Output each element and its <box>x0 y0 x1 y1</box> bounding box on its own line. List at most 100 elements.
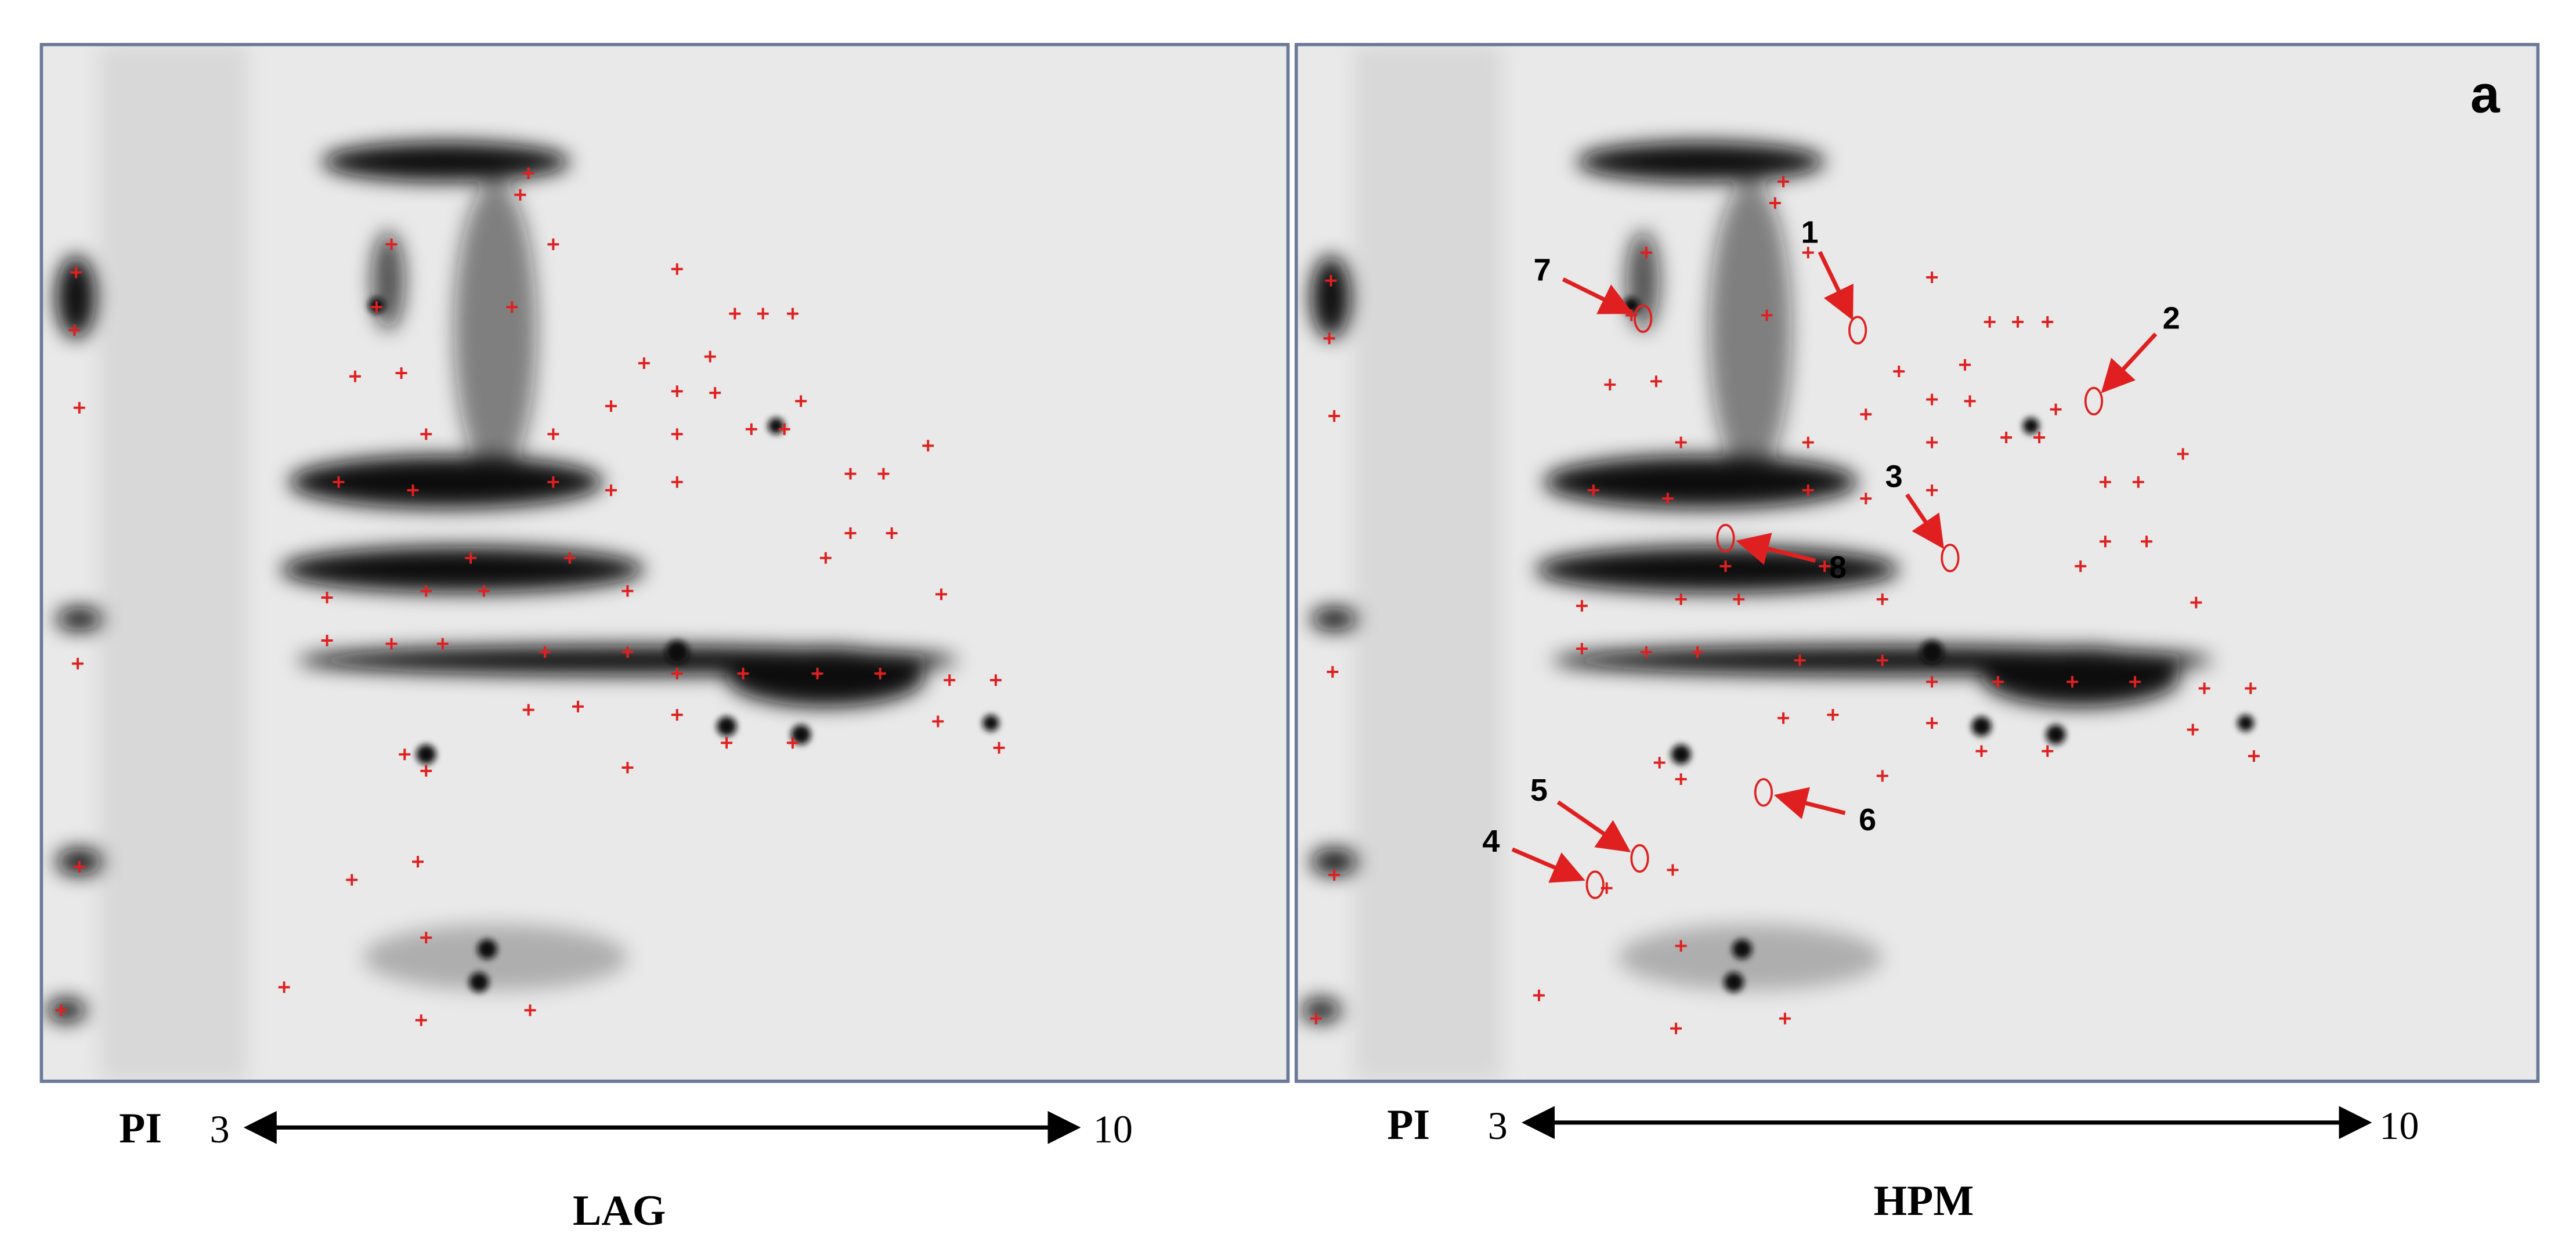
spot-marker <box>2000 432 2013 443</box>
spot-marker <box>2066 676 2078 688</box>
spot-marker <box>1675 940 1687 952</box>
spot-marker <box>506 301 518 313</box>
spot-marker <box>671 428 683 440</box>
spot-circle <box>1716 523 1735 553</box>
spot-marker <box>1992 676 2004 688</box>
spot-marker <box>333 476 345 488</box>
gel-image <box>41 45 1288 1081</box>
spot-marker <box>786 737 799 749</box>
spot-marker <box>935 588 947 601</box>
spot-marker <box>1733 593 1745 605</box>
spot-marker <box>704 350 716 363</box>
annotation-label: 2 <box>2163 301 2180 335</box>
axis-start: 3 <box>1488 1104 1508 1148</box>
spot-marker <box>436 638 449 650</box>
figure-label: a <box>2470 65 2501 124</box>
spot-marker <box>1964 395 1976 407</box>
spot-marker <box>420 585 432 597</box>
spot-marker <box>786 308 799 320</box>
spot-marker <box>729 308 741 320</box>
spot-marker <box>2033 432 2046 443</box>
spot-marker <box>1975 745 1988 757</box>
spot-marker <box>605 484 617 496</box>
spot-marker <box>2132 476 2144 488</box>
axis-end: 10 <box>1093 1107 1133 1151</box>
spot-marker <box>1675 593 1687 605</box>
spot-marker <box>1779 1012 1791 1025</box>
spot-circle <box>1585 870 1605 899</box>
spot-marker <box>1926 393 1938 406</box>
spot-marker <box>1802 247 1814 259</box>
spot-circle <box>1848 316 1867 345</box>
spot-marker <box>2129 676 2141 688</box>
spot-marker <box>68 324 81 337</box>
spot-marker <box>605 400 617 412</box>
spot-marker <box>73 860 85 873</box>
spot-marker <box>1533 989 1545 1001</box>
spot-marker <box>844 527 857 539</box>
spot-marker <box>709 387 721 399</box>
spot-marker <box>1650 375 1662 388</box>
spot-marker <box>1959 359 1971 371</box>
spot-marker <box>778 423 790 435</box>
spot-marker <box>2099 476 2111 488</box>
annotation-label: 7 <box>1534 253 1551 288</box>
spot-marker <box>465 552 477 564</box>
spot-marker <box>745 423 757 435</box>
spot-marker <box>1576 600 1588 612</box>
spot-marker <box>399 748 411 761</box>
spot-marker <box>757 308 769 320</box>
annotation-label: 4 <box>1482 824 1500 859</box>
spot-marker <box>944 674 956 686</box>
spot-marker <box>1667 864 1679 876</box>
spot-marker <box>1328 410 1341 422</box>
spot-marker <box>547 476 559 488</box>
spot-marker <box>55 1004 67 1017</box>
spot-marker <box>1640 646 1652 658</box>
callout-arrow <box>1905 493 1945 549</box>
axis-label: PI <box>1387 1101 1430 1149</box>
callout-arrow <box>1818 251 1854 321</box>
callout-arrow <box>1736 533 1816 565</box>
spot-circle <box>1941 544 1960 573</box>
spot-marker <box>1576 643 1588 655</box>
spot-marker <box>1661 493 1674 505</box>
axis-end: 10 <box>2379 1104 2419 1148</box>
spot-marker <box>547 238 559 251</box>
spot-marker <box>1777 176 1790 187</box>
spot-marker <box>1819 560 1831 572</box>
annotation-label: 6 <box>1859 802 1876 837</box>
annotation-label: 5 <box>1530 773 1548 808</box>
spot-marker <box>874 667 886 679</box>
spot-markers <box>55 167 2260 1034</box>
spot-marker <box>737 667 749 679</box>
spot-marker <box>1860 493 1872 505</box>
spot-marker <box>1692 646 1704 658</box>
panel-frame <box>1294 42 2540 1083</box>
spot-marker <box>1893 366 1905 378</box>
spot-circle <box>1754 778 1773 807</box>
spot-marker <box>278 981 290 993</box>
spot-marker <box>478 585 490 597</box>
spot-marker <box>1587 484 1599 496</box>
panel-name: HPM <box>1874 1177 1974 1225</box>
spot-marker <box>1325 274 1337 287</box>
spot-marker <box>1926 717 1938 729</box>
spot-marker <box>1323 332 1335 345</box>
spot-marker <box>321 634 333 646</box>
spot-marker <box>522 167 534 179</box>
spot-marker <box>524 1004 536 1017</box>
spot-marker <box>1926 676 1938 688</box>
callout-arrow <box>1773 787 1846 819</box>
spot-marker <box>638 357 650 369</box>
spot-marker <box>321 592 333 603</box>
spot-marker <box>395 367 407 379</box>
spot-marker <box>671 263 683 275</box>
spot-circle <box>1634 304 1653 333</box>
spot-marker <box>671 667 683 679</box>
callout-arrow <box>1562 277 1634 314</box>
spot-marker <box>572 700 584 712</box>
spot-marker <box>671 476 683 488</box>
